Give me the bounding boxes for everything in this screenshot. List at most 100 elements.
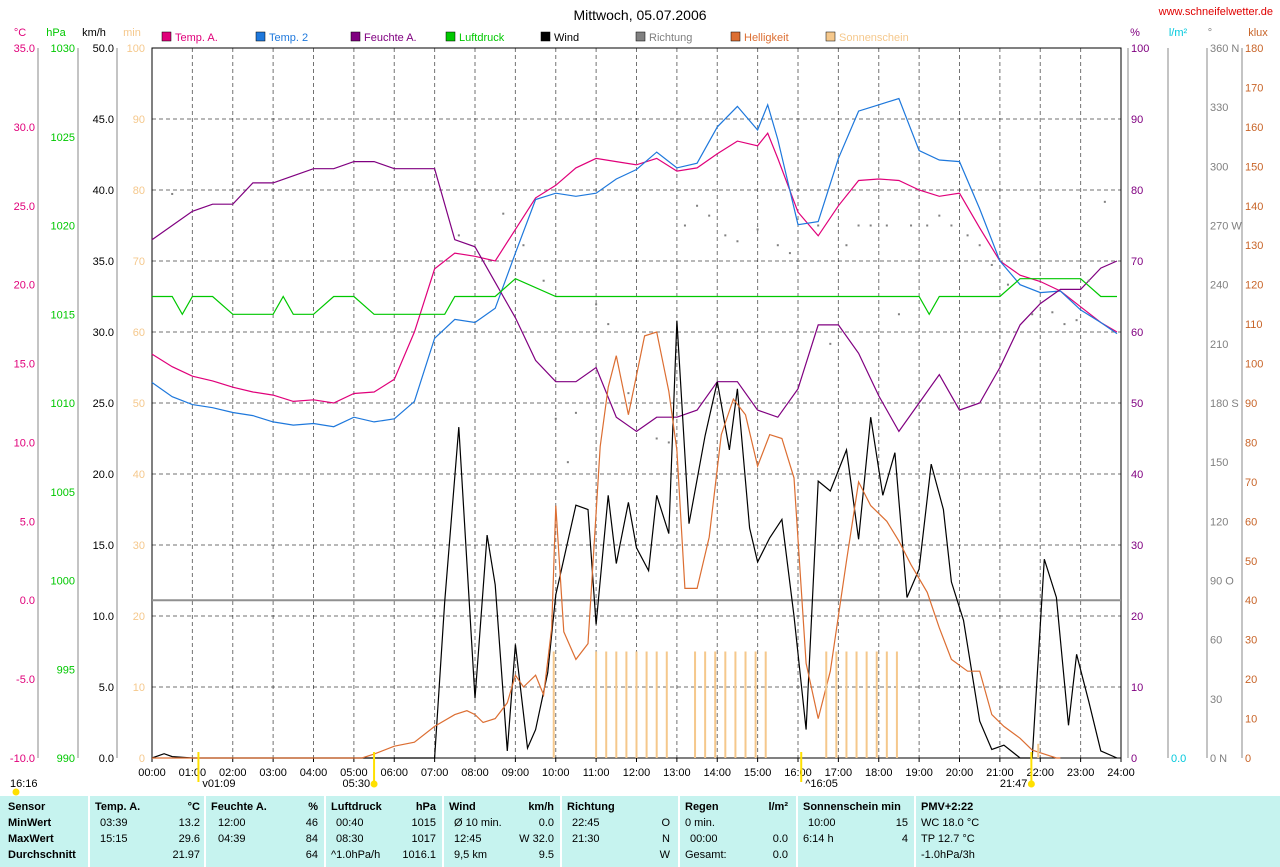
left-axis-tick: 45.0 <box>93 114 114 126</box>
x-tick-label: 11:00 <box>583 767 610 779</box>
luftdruck-max: 1017 <box>411 833 436 845</box>
richtung-r1: O <box>661 817 670 829</box>
marker-time: v01:09 <box>202 778 235 790</box>
legend-swatch <box>350 31 361 42</box>
direction-point <box>502 212 505 215</box>
richtung-r2-time: 21:30 <box>572 833 600 845</box>
left-axis-tick: 30 <box>133 540 145 552</box>
sonne-r2: 4 <box>901 833 908 845</box>
right-axis-tick: 120 <box>1245 280 1263 292</box>
weather-chart: Mittwoch, 05.07.2006 www.schneifelwetter.… <box>10 6 1273 796</box>
left-axis-tick: 25.0 <box>93 398 114 410</box>
direction-point <box>845 244 848 247</box>
x-tick-label: 20:00 <box>946 767 974 779</box>
left-axis-unit: km/h <box>82 27 106 39</box>
left-axis-tick: 1015 <box>51 309 75 321</box>
direction-point <box>736 240 739 243</box>
direction-point <box>1087 279 1090 282</box>
left-axis-tick: 90 <box>133 114 145 126</box>
pmv-trend: -1.0hPa/3h <box>921 849 975 861</box>
left-axis-tick: 80 <box>133 185 145 197</box>
left-axis-unit: °C <box>14 27 26 39</box>
direction-point <box>788 252 791 255</box>
left-axis-tick: 1005 <box>51 487 75 499</box>
right-axis-tick: 40 <box>1245 595 1257 607</box>
right-axis-tick: 80 <box>1131 185 1143 197</box>
direction-point <box>542 279 545 282</box>
right-axis-tick: 0.0 <box>1171 753 1186 765</box>
series-line-helligkeit <box>152 331 1061 759</box>
marker-label: 16:16 <box>10 778 38 790</box>
legend-swatch <box>635 31 646 42</box>
direction-point <box>1051 311 1054 314</box>
x-tick-label: 09:00 <box>502 767 530 779</box>
direction-point <box>817 224 820 227</box>
stats-header-temp-unit: °C <box>187 801 200 813</box>
direction-point <box>869 224 872 227</box>
direction-point <box>756 228 759 231</box>
x-tick-label: 15:00 <box>744 767 772 779</box>
legend-swatch <box>255 31 266 42</box>
direction-point <box>1075 319 1078 322</box>
right-axis-tick: 40 <box>1131 469 1143 481</box>
regen-total: 0.0 <box>772 849 788 861</box>
direction-point <box>574 411 577 414</box>
right-axis-tick: 60 <box>1210 635 1222 647</box>
right-axis-tick: 100 <box>1245 359 1263 371</box>
left-axis-tick: 25.0 <box>14 201 35 213</box>
left-axis-tick: 50 <box>133 398 145 410</box>
direction-point <box>938 214 941 217</box>
row-label-avg: Durchschnitt <box>8 849 76 861</box>
legend-entry: Richtung <box>649 32 692 44</box>
direction-point <box>655 437 658 440</box>
pmv-dewpoint: TP 12.7 °C <box>921 833 975 845</box>
right-axis-tick: 330 <box>1210 102 1228 114</box>
direction-point <box>978 244 981 247</box>
right-axis-tick: 170 <box>1245 82 1263 94</box>
left-axis-tick: 35.0 <box>14 43 35 55</box>
stats-header-wind: Wind <box>449 801 476 813</box>
right-axis-tick: 210 <box>1210 339 1228 351</box>
direction-point <box>1103 200 1106 203</box>
richtung-r2: N <box>662 833 670 845</box>
left-axis-tick: 70 <box>133 256 145 268</box>
right-axis-tick: 100 <box>1131 43 1149 55</box>
left-axis-tick: -10.0 <box>10 753 35 765</box>
left-axis-tick: 60 <box>133 327 145 339</box>
sonne-time: 10:00 <box>808 817 836 829</box>
legend-swatch <box>825 31 836 42</box>
left-axis-tick: 0.0 <box>99 753 114 765</box>
direction-point <box>990 263 993 266</box>
left-axis-tick: 995 <box>57 664 75 676</box>
left-axis-tick: 50.0 <box>93 43 114 55</box>
stats-header-sensor: Sensor <box>8 801 46 813</box>
left-axis-tick: 1020 <box>51 221 75 233</box>
right-axis-tick: 0 <box>1245 753 1251 765</box>
direction-point <box>829 342 832 345</box>
x-tick-label: 19:00 <box>905 767 933 779</box>
left-axis-tick: 5.0 <box>99 682 114 694</box>
direction-point <box>522 244 525 247</box>
direction-point <box>554 417 557 420</box>
direction-point <box>1006 283 1009 286</box>
left-axis-tick: 20.0 <box>93 469 114 481</box>
right-axis-tick: 30 <box>1245 635 1257 647</box>
direction-point <box>171 192 174 195</box>
luftdruck-avg: 1016.1 <box>402 849 436 861</box>
regen-duration: 0 min. <box>685 817 715 829</box>
x-tick-label: 04:00 <box>300 767 328 779</box>
sonne-max: 15 <box>895 817 908 829</box>
x-tick-label: 06:00 <box>380 767 408 779</box>
legend-entry: Sonnenschein <box>839 32 909 44</box>
x-tick-label: 17:00 <box>825 767 853 779</box>
wind-max: W 32.0 <box>519 833 554 845</box>
right-axis-tick: 360 N <box>1210 43 1239 55</box>
regen-max: 0.0 <box>772 833 788 845</box>
direction-point <box>696 204 699 207</box>
right-axis-unit: % <box>1130 27 1140 39</box>
left-axis-unit: hPa <box>46 27 66 39</box>
x-tick-label: 24:00 <box>1107 767 1135 779</box>
direction-point <box>627 392 630 395</box>
right-axis-tick: 120 <box>1210 516 1228 528</box>
left-axis-tick: 15.0 <box>93 540 114 552</box>
